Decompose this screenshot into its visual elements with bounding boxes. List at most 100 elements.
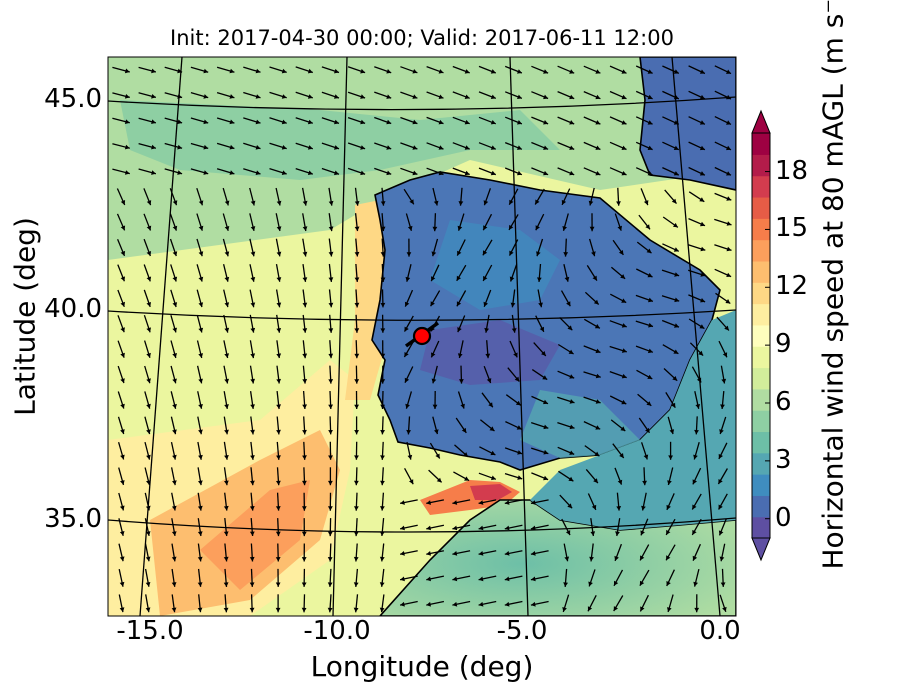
wind-arrow-head [621, 298, 627, 303]
wind-arrow-head [672, 376, 678, 381]
wind-arrow-head [281, 68, 287, 74]
wind-arrow-head [699, 120, 705, 125]
wind-arrow-head [409, 199, 414, 205]
x-tick-label: 0.0 [699, 616, 741, 646]
wind-arrow-head [460, 403, 465, 409]
wind-arrow-head [281, 170, 287, 175]
wind-arrow-head [668, 455, 673, 460]
wind-arrow-head [430, 301, 435, 307]
wind-arrow-head [647, 272, 653, 278]
wind-arrow-head [569, 424, 575, 430]
wind-arrow-head [171, 505, 177, 511]
colorbar-segment [752, 431, 770, 454]
wind-arrow-head [515, 400, 521, 406]
wind-arrow-head [543, 145, 549, 150]
wind-arrow-head [617, 479, 623, 485]
wind-arrow-head [438, 69, 444, 74]
wind-arrow-head [692, 479, 697, 485]
wind-arrow-head [595, 373, 601, 379]
wind-arrow-head [334, 145, 339, 150]
wind-arrow-head [530, 500, 536, 505]
wind-arrow-head [229, 94, 235, 99]
wind-arrow-head [146, 327, 151, 333]
wind-arrow-head [699, 145, 705, 151]
wind-arrow-head [595, 69, 601, 74]
wind-arrow-head [328, 506, 333, 511]
wind-arrow-head [464, 145, 470, 150]
wind-arrow-head [224, 251, 230, 257]
wind-arrow-head [504, 551, 510, 556]
wind-arrow-head [620, 426, 626, 431]
wind-arrow-head [275, 557, 281, 562]
wind-arrow-head [726, 145, 731, 151]
wind-arrow-head [360, 119, 366, 125]
wind-arrow-head [145, 556, 151, 562]
wind-arrow-head [120, 276, 125, 282]
land-south-patch [520, 390, 640, 458]
colorbar-segment [752, 282, 770, 305]
wind-arrow-head [203, 94, 209, 99]
wind-arrow-head [250, 302, 256, 308]
wind-arrow-head [172, 200, 178, 206]
colorbar-extend-min [751, 537, 771, 562]
wind-arrow-head [671, 402, 676, 408]
wind-arrow-head [645, 427, 650, 433]
wind-arrow-head [406, 429, 411, 435]
wind-arrow-head [120, 454, 125, 460]
wind-arrow-head [276, 226, 282, 231]
wind-arrow-head [145, 582, 151, 587]
wind-arrow-head [590, 531, 596, 536]
wind-arrow-head [151, 170, 156, 175]
wind-arrow-head [595, 171, 601, 176]
wind-arrow-head [198, 225, 204, 231]
colorbar-segment [752, 367, 770, 390]
wind-arrow-head [171, 556, 177, 562]
wind-arrow-head [197, 505, 203, 511]
wind-arrow-head [504, 525, 510, 531]
wind-arrow-head [504, 500, 510, 505]
wind-arrow-head [640, 555, 645, 561]
wind-arrow-head [380, 430, 385, 435]
wind-arrow-head [621, 94, 627, 100]
wind-arrow-head [120, 352, 125, 358]
wind-arrow-head [591, 504, 597, 510]
wind-arrow-head [718, 479, 723, 484]
wind-arrow-head [510, 302, 516, 308]
wind-arrow-head [595, 94, 601, 100]
wind-arrow-head [412, 170, 418, 176]
wind-arrow-head [146, 378, 151, 384]
wind-arrow-head [593, 299, 599, 305]
jet-core-max [200, 480, 310, 590]
wind-arrow-head [380, 404, 385, 409]
wind-arrow-head [592, 275, 597, 281]
colorbar-segment [752, 410, 770, 433]
wind-arrow-head [464, 170, 470, 176]
wind-arrow-head [276, 251, 282, 257]
wind-arrow-head [564, 556, 570, 562]
wind-arrow-head [432, 404, 438, 409]
wind-arrow-head [302, 480, 307, 486]
wind-arrow-head [250, 277, 256, 282]
wind-arrow-head [478, 551, 484, 556]
wind-arrow-head [328, 353, 334, 359]
wind-arrow-head [587, 606, 593, 612]
wind-arrow-head [172, 454, 177, 460]
wind-arrow-head [463, 452, 468, 457]
wind-arrow-head [615, 531, 620, 536]
wind-arrow-head [537, 277, 542, 282]
wind-arrow-head [431, 378, 437, 384]
wind-arrow-head [328, 200, 334, 206]
wind-arrow-head [459, 379, 464, 384]
wind-arrow-head [648, 322, 653, 328]
wind-arrow-head [543, 69, 549, 74]
wind-arrow-head [647, 94, 653, 100]
wind-arrow-head [380, 277, 386, 282]
wind-arrow-head [249, 531, 255, 536]
wind-arrow-head [334, 170, 339, 176]
wind-arrow-head [456, 301, 462, 307]
wind-arrow-head [588, 200, 594, 206]
wind-arrow-head [386, 170, 392, 176]
wind-arrow-head [400, 576, 405, 582]
wind-arrow-head [412, 145, 418, 150]
wind-arrow-head [591, 251, 596, 257]
